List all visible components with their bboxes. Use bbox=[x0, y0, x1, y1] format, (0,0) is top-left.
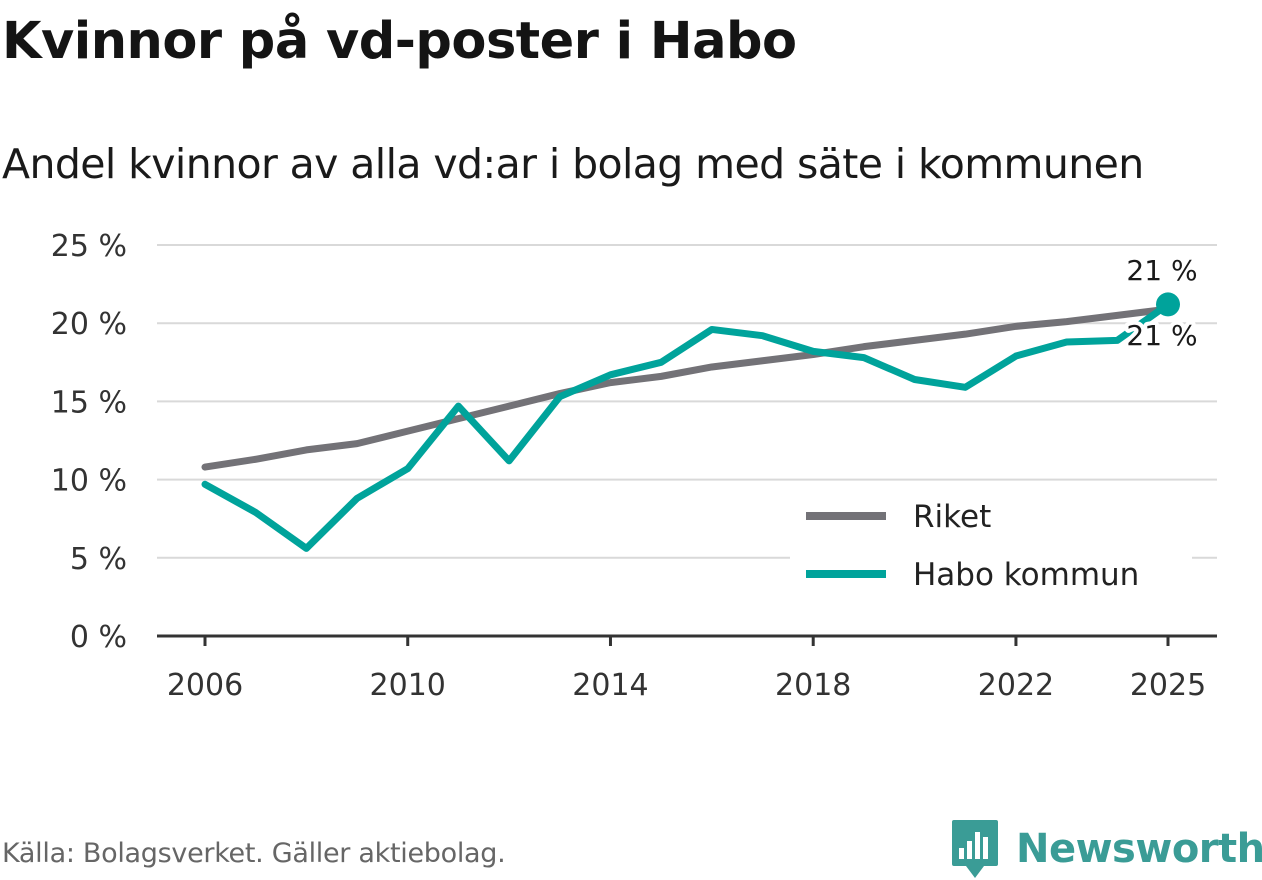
y-tick-label: 15 % bbox=[51, 385, 127, 420]
newsworthy-logo-icon bbox=[952, 820, 998, 878]
x-tick-label: 2010 bbox=[370, 668, 446, 703]
legend-label: Habo kommun bbox=[913, 557, 1139, 593]
x-tick-label: 2006 bbox=[167, 668, 243, 703]
y-tick-label: 20 % bbox=[51, 307, 127, 342]
y-tick-label: 5 % bbox=[70, 542, 127, 577]
y-axis: 0 % 5 % 10 % 15 % 20 % 25 % bbox=[51, 229, 127, 655]
y-tick-label: 0 % bbox=[70, 620, 127, 655]
x-tick-label: 2022 bbox=[978, 668, 1054, 703]
x-tick-label: 2025 bbox=[1130, 668, 1206, 703]
legend-label: Riket bbox=[913, 499, 991, 535]
brand-logo: Newsworthy bbox=[950, 818, 1262, 880]
y-tick-label: 25 % bbox=[51, 229, 127, 264]
end-label-habo: 21 % bbox=[1126, 254, 1197, 287]
series-lines bbox=[201, 292, 1180, 552]
y-tick-label: 10 % bbox=[51, 464, 127, 499]
legend-background bbox=[790, 486, 1192, 606]
chart-subtitle: Andel kvinnor av alla vd:ar i bolag med … bbox=[2, 140, 1144, 188]
x-axis: 2006 2010 2014 2018 2022 2025 bbox=[157, 634, 1217, 703]
legend: Riket Habo kommun bbox=[790, 486, 1192, 606]
habo-end-marker bbox=[1156, 292, 1180, 317]
end-label-riket: 21 % bbox=[1126, 319, 1197, 352]
brand-name: Newsworthy bbox=[1016, 826, 1262, 872]
x-tick-label: 2018 bbox=[775, 668, 851, 703]
series-line-riket bbox=[201, 305, 1172, 471]
series-line-habo bbox=[201, 300, 1172, 552]
end-labels: 21 % 21 % bbox=[1122, 250, 1201, 356]
chart-title: Kvinnor på vd-poster i Habo bbox=[2, 12, 797, 71]
x-tick-label: 2014 bbox=[572, 668, 648, 703]
source-note: Källa: Bolagsverket. Gäller aktiebolag. bbox=[2, 838, 506, 869]
